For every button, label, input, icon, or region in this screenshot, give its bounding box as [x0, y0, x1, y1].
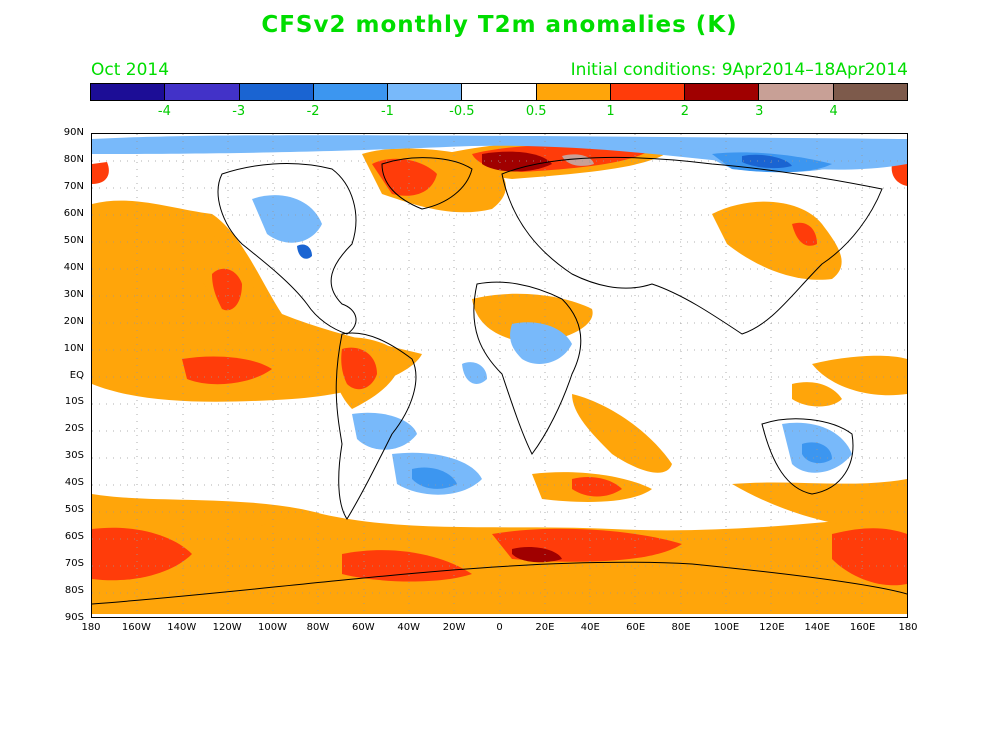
colorbar-label: 3 — [755, 104, 764, 119]
colorbar-label: 1 — [606, 104, 615, 119]
longitude-label: 160W — [121, 622, 151, 633]
latitude-label: 90N — [63, 127, 84, 138]
latitude-label: 60S — [64, 531, 84, 543]
longitude-label: 40W — [397, 622, 421, 633]
longitude-label: 60W — [352, 622, 375, 633]
month-label: Oct 2014 — [91, 60, 170, 80]
colorbar-cell — [685, 84, 760, 100]
longitude-label: 100W — [258, 622, 288, 633]
longitude-label: 100E — [713, 622, 740, 633]
colorbar-label: -2 — [306, 104, 320, 119]
latitude-label: 40N — [63, 261, 84, 273]
colorbar-cell — [388, 84, 463, 100]
colorbar-cell — [536, 84, 611, 100]
latitude-label: 90S — [64, 612, 84, 623]
colorbar-cell — [313, 84, 389, 100]
latitude-label: 10N — [63, 342, 84, 354]
longitude-label: 80E — [671, 622, 691, 633]
longitude-label: 180 — [81, 622, 101, 633]
longitude-label: 20E — [535, 622, 555, 633]
colorbar-cell — [833, 84, 907, 100]
colorbar-label: -0.5 — [449, 104, 475, 119]
colorbar-label: -4 — [157, 104, 171, 119]
colorbar-cell — [239, 84, 314, 100]
longitude-label: 120E — [759, 622, 785, 633]
latitude-label: 50S — [64, 504, 84, 516]
latitude-label: 70N — [63, 180, 84, 192]
anomaly-map-svg — [92, 134, 907, 617]
latitude-label: 80N — [63, 153, 84, 165]
colorbar-label: 2 — [680, 104, 690, 119]
cool-arctic — [92, 135, 907, 170]
latitude-label: 20N — [63, 315, 84, 327]
longitude-label: 140W — [167, 622, 197, 633]
colorbar-label: -3 — [232, 104, 246, 119]
longitude-label: 40E — [580, 622, 600, 633]
colorbar-label: -1 — [380, 104, 394, 119]
latitude-label: 10S — [64, 396, 84, 408]
longitude-label: 120W — [212, 622, 242, 633]
colorbar-cell — [759, 84, 834, 100]
initial-conditions-label: Initial conditions: 9Apr2014–18Apr2014 — [570, 60, 908, 80]
colorbar-cell — [91, 84, 166, 100]
colorbar-cell — [462, 84, 537, 100]
colorbar-label: 4 — [829, 104, 838, 119]
latitude-label: 60N — [63, 207, 84, 219]
colorbar-label: 0.5 — [525, 104, 547, 119]
latitude-label: 40S — [64, 477, 84, 489]
anomaly-map — [91, 133, 908, 618]
colorbar-cell — [165, 84, 240, 100]
longitude-label: 0 — [496, 622, 503, 633]
latitude-label: 20S — [64, 423, 84, 435]
chart-title: CFSv2 monthly T2m anomalies (K) — [261, 12, 738, 38]
longitude-label: 60E — [626, 622, 646, 633]
colorbar — [90, 83, 908, 101]
longitude-label: 80W — [306, 622, 330, 633]
longitude-label: 140E — [804, 622, 830, 633]
latitude-label: 80S — [64, 585, 84, 597]
longitude-label: 160E — [849, 622, 876, 633]
latitude-label: EQ — [69, 369, 84, 381]
latitude-label: 30N — [63, 288, 84, 300]
longitude-label: 20W — [442, 622, 466, 633]
latitude-label: 70S — [64, 558, 84, 570]
longitude-label: 180 — [898, 622, 918, 633]
colorbar-cell — [610, 84, 686, 100]
coastlines — [92, 156, 907, 605]
latitude-label: 30S — [64, 450, 84, 462]
latitude-label: 50N — [63, 234, 84, 246]
